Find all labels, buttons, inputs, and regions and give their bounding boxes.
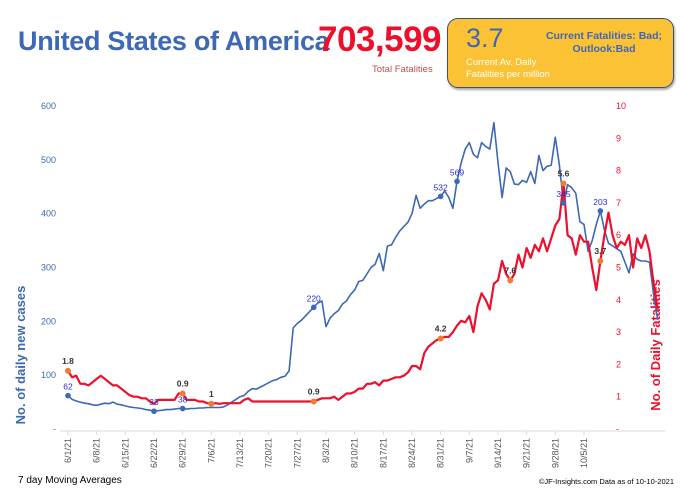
x-tick-label: 10/5/21 (579, 438, 589, 468)
cases-marker (65, 392, 71, 399)
y-right-tick-label: 3 (616, 327, 621, 337)
cases-data-label: 220 (307, 293, 321, 303)
fatalities-data-label: 1.8 (62, 356, 74, 366)
cases-data-label: 569 (450, 167, 464, 177)
x-tick-label: 8/24/21 (407, 438, 417, 468)
x-tick-label: 8/10/21 (350, 438, 360, 468)
y-right-tick-label: 10 (616, 101, 626, 111)
fatalities-data-label: 5.6 (558, 169, 570, 179)
x-tick-label: 9/28/21 (550, 438, 560, 468)
y-left-tick-label: 200 (41, 316, 56, 326)
x-tick-label: 7/27/21 (292, 438, 302, 468)
x-tick-label: 8/3/21 (321, 438, 331, 463)
cases-data-label: 33 (149, 397, 159, 407)
y-right-tick-label: 8 (616, 166, 621, 176)
y-left-axis-title: No. of daily new cases (13, 286, 28, 425)
status-caption-line2: Fatalities per million (466, 69, 550, 80)
fatalities-data-label: 3.7 (594, 246, 606, 256)
cases-data-label: 203 (593, 197, 607, 207)
status-outlook-line2: Outlook:Bad (572, 43, 636, 55)
fatalities-marker (507, 277, 514, 284)
cases-data-label: 62 (63, 382, 73, 392)
fatalities-marker (65, 367, 71, 374)
x-tick-label: 9/7/21 (464, 438, 474, 463)
y-right-tick-label: 4 (616, 295, 621, 305)
status-caption: Current Av. Daily Fatalities per million (466, 57, 550, 81)
y-right-tick-label: 5 (616, 263, 621, 273)
y-left-tick-label: 300 (41, 263, 56, 273)
cases-marker (151, 408, 157, 415)
x-tick-label: 9/14/21 (493, 438, 503, 468)
footer-credit: ©JF-Insights.com Data as of 10-10-2021 (538, 477, 674, 486)
cases-marker (560, 200, 567, 206)
status-outlook-line1: Current Fatalities: Bad; (545, 30, 663, 42)
x-tick-label: 7/20/21 (264, 438, 274, 468)
fatalities-data-label: 0.9 (177, 378, 189, 388)
fatalities-marker (208, 400, 215, 407)
fatalities-marker (310, 398, 317, 405)
y-left-tick-label: 500 (41, 155, 56, 165)
y-left-tick-label: 100 (41, 370, 56, 380)
fatalities-data-label: 0.9 (308, 387, 320, 397)
y-right-tick-label: 1 (616, 392, 621, 402)
y-left-tick-label: - (53, 424, 56, 434)
cases-data-label: 345 (556, 189, 570, 199)
status-outlook: Current Fatalities: Bad; Outlook:Bad (540, 30, 668, 56)
fatalities-marker (437, 335, 444, 342)
cases-marker (179, 405, 186, 412)
cases-data-label: 532 (434, 182, 448, 192)
fatalities-data-label: 1 (209, 389, 214, 399)
total-fatalities-value: 703,599 (318, 20, 442, 59)
y-right-tick-label: - (616, 424, 619, 434)
status-caption-line1: Current Av. Daily (466, 57, 537, 68)
y-right-axis-title: No. of Daily Fatalities (648, 279, 663, 410)
x-tick-label: 6/1/21 (63, 438, 73, 463)
x-tick-label: 7/13/21 (235, 438, 245, 468)
fatalities-marker (560, 180, 567, 187)
total-fatalities-label: Total Fatalities (372, 64, 433, 75)
y-right-tick-label: 6 (616, 230, 621, 240)
fatalities-data-label: 7.6 (504, 265, 516, 275)
status-box: 3.7 Current Av. Daily Fatalities per mil… (447, 18, 674, 88)
y-left-tick-label: 400 (41, 209, 56, 219)
country-title: United States of America (18, 26, 330, 56)
x-tick-label: 6/8/21 (92, 438, 102, 463)
footer-note: 7 day Moving Averages (18, 475, 122, 486)
cases-marker (597, 208, 604, 214)
cases-marker (310, 304, 317, 311)
cases-data-label: 38 (178, 395, 188, 405)
x-tick-label: 8/17/21 (378, 438, 388, 468)
y-right-tick-label: 7 (616, 198, 621, 208)
x-tick-label: 7/6/21 (206, 438, 216, 463)
chart-axes: 6/1/21 6/8/21 6/15/21 6/22/21 6/29/21 7/6/21 7… (13, 101, 666, 468)
fatalities-data-label: 4.2 (435, 324, 447, 334)
current-daily-fatalities-per-million: 3.7 (466, 23, 504, 53)
y-right-tick-label: 9 (616, 133, 621, 143)
fatalities-marker (597, 258, 604, 265)
cases-marker (454, 178, 460, 185)
y-right-tick-label: 2 (616, 359, 621, 369)
x-tick-label: 6/15/21 (120, 438, 130, 468)
fatalities-marker (179, 390, 186, 397)
chart-series (67, 121, 659, 413)
x-tick-label: 6/22/21 (149, 438, 159, 468)
x-tick-label: 8/31/21 (436, 438, 446, 468)
x-tick-label: 6/29/21 (178, 438, 188, 468)
cases-line (67, 121, 659, 413)
y-left-tick-label: 600 (41, 101, 56, 111)
fatalities-line (67, 182, 659, 405)
x-tick-label: 9/21/21 (522, 438, 532, 468)
cases-marker (437, 193, 444, 200)
